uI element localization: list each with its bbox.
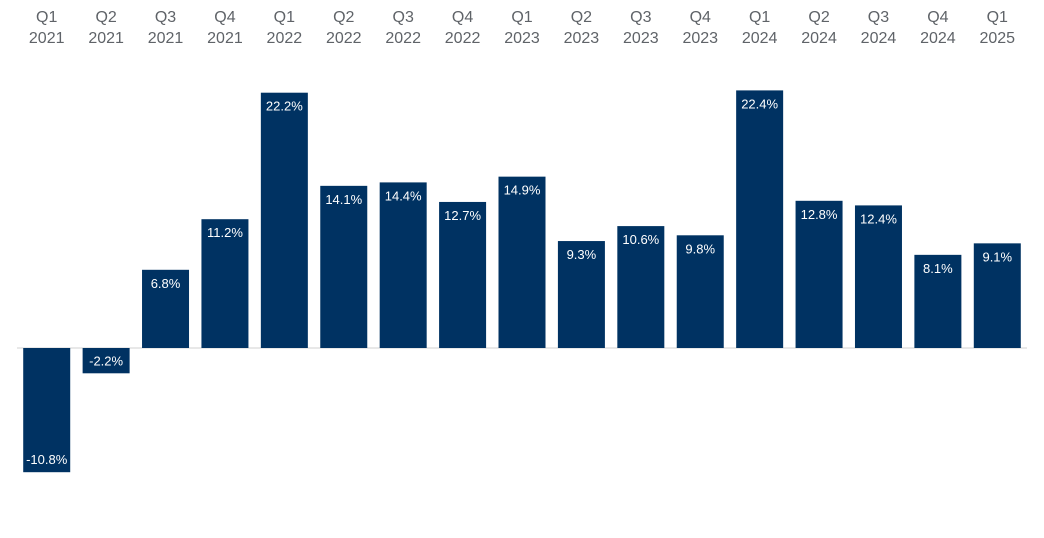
bar-q1-2023 — [498, 176, 546, 348]
x-tick-quarter: Q1 — [987, 9, 1008, 26]
bar-q4-2023 — [676, 235, 724, 348]
x-tick-label: Q4 2022 — [445, 9, 481, 47]
x-tick-quarter: Q1 — [36, 9, 57, 26]
x-tick-quarter: Q4 — [927, 9, 948, 26]
x-tick-year: 2023 — [623, 30, 659, 47]
bar-q2-2023 — [557, 241, 605, 348]
bar-q4-2021 — [201, 219, 249, 348]
x-tick-year: 2024 — [742, 30, 778, 47]
x-axis-tick-labels: Q1 2021 Q2 2021 Q3 2021 Q4 2021 Q1 2022 Q2 2022 Q3 20… — [29, 9, 1015, 47]
x-tick-label: Q2 2022 — [326, 9, 362, 47]
x-tick-year: 2024 — [861, 30, 897, 47]
x-tick-label: Q2 2021 — [88, 9, 124, 47]
x-tick-year: 2023 — [682, 30, 718, 47]
data-label: 8.1% — [923, 261, 953, 276]
x-tick-quarter: Q3 — [868, 9, 889, 26]
x-tick-year: 2022 — [385, 30, 421, 47]
x-tick-quarter: Q1 — [274, 9, 295, 26]
x-tick-quarter: Q4 — [214, 9, 235, 26]
x-tick-quarter: Q2 — [95, 9, 116, 26]
x-tick-year: 2024 — [801, 30, 837, 47]
x-tick-label: Q3 2023 — [623, 9, 659, 47]
x-tick-label: Q3 2024 — [861, 9, 897, 47]
data-label: 10.6% — [622, 232, 659, 247]
x-tick-year: 2022 — [326, 30, 362, 47]
data-label: 14.4% — [385, 188, 422, 203]
x-tick-quarter: Q2 — [333, 9, 354, 26]
data-label: 12.8% — [801, 207, 838, 222]
data-labels-group: -10.8% -2.2% 6.8% 11.2% 22.2% 14.1% 14.4% 12.7%… — [26, 96, 1012, 467]
x-tick-label: Q1 2024 — [742, 9, 778, 47]
bar-q3-2021 — [142, 269, 190, 348]
bar-q2-2021 — [82, 348, 130, 374]
x-tick-quarter: Q2 — [808, 9, 829, 26]
x-tick-year: 2022 — [445, 30, 481, 47]
x-tick-quarter: Q3 — [393, 9, 414, 26]
x-tick-label: Q4 2023 — [682, 9, 718, 47]
x-tick-quarter: Q3 — [155, 9, 176, 26]
x-tick-quarter: Q1 — [511, 9, 532, 26]
bar-q1-2021 — [23, 348, 71, 473]
bars-group — [23, 90, 1021, 473]
x-tick-label: Q3 2022 — [385, 9, 421, 47]
x-tick-year: 2023 — [504, 30, 540, 47]
data-label: -10.8% — [26, 452, 68, 467]
x-tick-label: Q1 2023 — [504, 9, 540, 47]
x-tick-label: Q1 2021 — [29, 9, 65, 47]
x-tick-quarter: Q4 — [452, 9, 473, 26]
data-label: 14.1% — [325, 192, 362, 207]
x-tick-year: 2021 — [29, 30, 65, 47]
data-label: 12.7% — [444, 208, 481, 223]
data-label: 9.8% — [685, 241, 715, 256]
x-tick-quarter: Q4 — [690, 9, 711, 26]
data-label: 22.2% — [266, 99, 303, 114]
x-tick-label: Q1 2022 — [267, 9, 303, 47]
x-tick-label: Q4 2024 — [920, 9, 956, 47]
data-label: -2.2% — [89, 353, 123, 368]
x-tick-quarter: Q2 — [571, 9, 592, 26]
x-tick-quarter: Q1 — [749, 9, 770, 26]
bar-q1-2022 — [260, 92, 308, 348]
data-label: 6.8% — [151, 276, 181, 291]
bar-q2-2022 — [320, 185, 368, 348]
x-tick-quarter: Q3 — [630, 9, 651, 26]
data-label: 22.4% — [741, 96, 778, 111]
x-tick-label: Q2 2023 — [564, 9, 600, 47]
bar-q3-2023 — [617, 226, 665, 348]
x-tick-year: 2024 — [920, 30, 956, 47]
bar-q1-2025 — [973, 243, 1021, 348]
data-label: 14.9% — [504, 183, 541, 198]
x-tick-year: 2023 — [564, 30, 600, 47]
data-label: 9.3% — [567, 247, 597, 262]
x-tick-year: 2021 — [148, 30, 184, 47]
x-tick-label: Q4 2021 — [207, 9, 243, 47]
x-tick-label: Q3 2021 — [148, 9, 184, 47]
data-label: 12.4% — [860, 211, 897, 226]
bar-q4-2022 — [439, 201, 487, 348]
x-tick-label: Q2 2024 — [801, 9, 837, 47]
data-label: 11.2% — [207, 225, 243, 240]
x-tick-year: 2025 — [979, 30, 1015, 47]
x-tick-year: 2021 — [207, 30, 243, 47]
bar-q3-2024 — [854, 205, 902, 348]
bar-q4-2024 — [914, 254, 962, 348]
data-label: 9.1% — [982, 249, 1012, 264]
bar-q3-2022 — [379, 182, 427, 348]
bar-q1-2024 — [736, 90, 784, 349]
x-tick-label: Q1 2025 — [979, 9, 1015, 47]
x-tick-year: 2021 — [88, 30, 124, 47]
bar-q2-2024 — [795, 200, 843, 348]
x-tick-year: 2022 — [267, 30, 303, 47]
